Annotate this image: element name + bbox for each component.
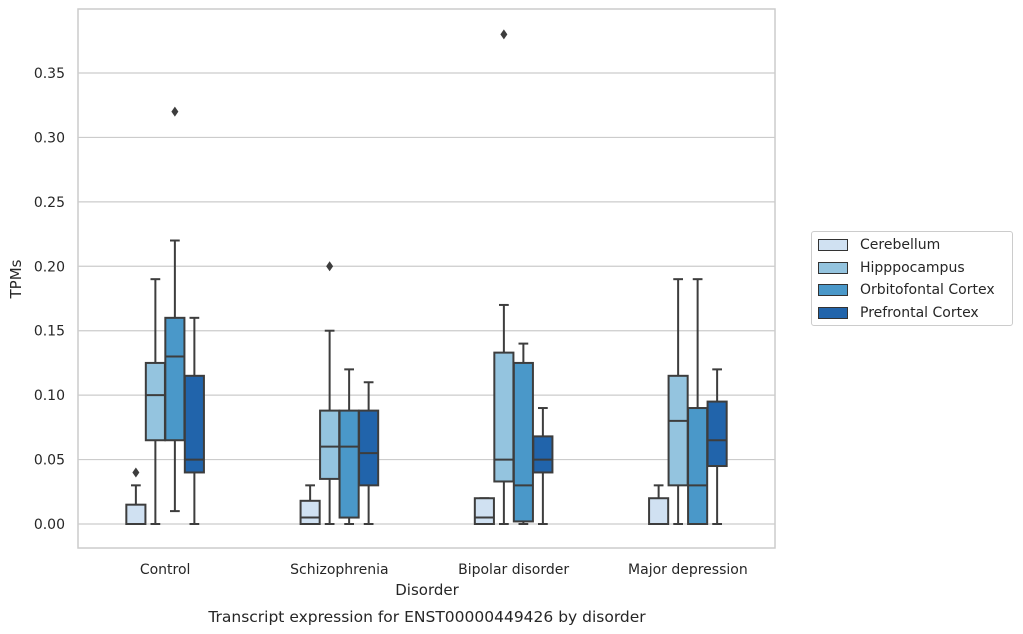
legend-item: Hipppocampus (818, 259, 965, 277)
box-iqr (706, 400, 728, 468)
box-prefrontal-cortex (706, 368, 728, 525)
legend: Cerebellum Hipppocampus Orbitofontal Corte… (811, 231, 1013, 326)
y-tick-label: 0.35 (34, 66, 65, 82)
legend-label: Orbitofontal Cortex (860, 282, 995, 298)
box-iqr (667, 374, 689, 487)
y-tick-labels: 0.00 0.05 0.10 0.15 0.20 0.25 0.30 0.35 (34, 66, 65, 533)
box-iqr (125, 503, 147, 525)
chart-title: Transcript expression for ENST0000044942… (207, 608, 646, 626)
legend-swatch (818, 261, 848, 274)
box-orbitofontal-cortex (687, 278, 709, 525)
box-iqr (687, 407, 709, 525)
legend-item: Prefrontal Cortex (818, 304, 979, 322)
y-tick-label: 0.10 (34, 388, 65, 404)
y-tick-label: 0.15 (34, 324, 65, 340)
box-iqr (338, 409, 360, 519)
outlier-point (326, 261, 334, 272)
box-orbitofontal-cortex (338, 368, 360, 525)
box-iqr (648, 497, 670, 526)
y-tick-label: 0.05 (34, 453, 65, 469)
box-series (125, 29, 728, 526)
box-orbitofontal-cortex (164, 106, 186, 513)
y-tick-label: 0.25 (34, 195, 65, 211)
box-cerebellum (648, 484, 670, 526)
y-tick-label: 0.00 (34, 517, 65, 533)
box-cerebellum (299, 484, 321, 526)
box-prefrontal-cortex (358, 381, 380, 525)
legend-label: Cerebellum (860, 237, 941, 253)
y-tick-label: 0.30 (34, 130, 65, 146)
legend-label: Prefrontal Cortex (860, 304, 979, 321)
outlier-point (171, 106, 179, 117)
box-cerebellum (125, 467, 147, 525)
box-iqr (183, 374, 205, 474)
box-iqr (358, 409, 380, 487)
outlier-point (500, 29, 508, 40)
box-hipppocampus (667, 278, 689, 525)
box-iqr (493, 351, 515, 483)
x-tick-labels: Control Schizophrenia Bipolar disorder Majo… (140, 562, 748, 578)
y-tick-label: 0.20 (34, 259, 65, 275)
y-axis-label: TPMs (7, 259, 25, 299)
legend-item: Orbitofontal Cortex (818, 281, 995, 299)
plot-area-frame (77, 8, 776, 549)
box-hipppocampus (144, 278, 166, 525)
box-iqr (473, 497, 495, 526)
box-iqr (144, 361, 166, 442)
x-axis-label: Disorder (395, 581, 459, 599)
box-iqr (164, 316, 186, 442)
outlier-point (132, 467, 140, 478)
legend-item: Cerebellum (818, 236, 940, 254)
box-prefrontal-cortex (183, 316, 205, 525)
box-iqr (532, 435, 554, 474)
box-orbitofontal-cortex (512, 342, 534, 525)
box-iqr (319, 409, 341, 480)
x-tick-label: Major depression (628, 562, 748, 578)
legend-swatch (818, 306, 848, 319)
box-iqr (512, 361, 534, 523)
box-hipppocampus (493, 29, 515, 525)
x-tick-label: Control (140, 562, 191, 578)
box-iqr (299, 499, 321, 526)
box-prefrontal-cortex (532, 407, 554, 525)
x-tick-label: Schizophrenia (290, 562, 388, 578)
box-cerebellum (473, 497, 495, 526)
legend-swatch (818, 239, 848, 251)
legend-swatch (818, 284, 848, 296)
legend-label: Hipppocampus (860, 259, 965, 276)
box-hipppocampus (319, 261, 341, 525)
x-tick-label: Bipolar disorder (458, 562, 569, 578)
